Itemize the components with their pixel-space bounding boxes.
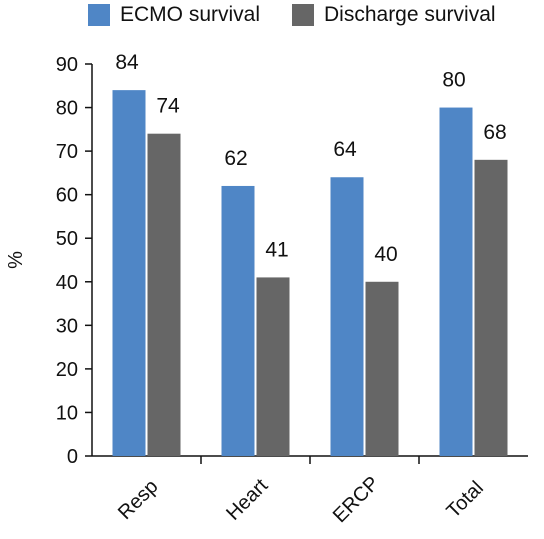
bar-discharge-survival-total: [474, 159, 508, 457]
bar-ecmo-survival-heart: [221, 185, 255, 456]
legend-label-discharge-survival: Discharge survival: [324, 3, 496, 26]
x-tick-label: Total: [443, 477, 488, 522]
data-label: 74: [156, 95, 180, 118]
y-tick-label: 20: [56, 359, 78, 381]
data-label: 68: [483, 121, 506, 144]
data-label: 64: [333, 138, 357, 161]
legend-label-ecmo-survival: ECMO survival: [120, 3, 261, 26]
data-label: 80: [442, 69, 465, 92]
legend-item-ecmo-survival: ECMO survival: [88, 2, 260, 28]
y-tick-label: 0: [67, 446, 78, 468]
y-tick-label: 90: [56, 54, 78, 76]
y-tick-label: 30: [56, 315, 78, 337]
legend-item-discharge-survival: Discharge survival: [292, 2, 496, 28]
bar-ecmo-survival-ercp: [330, 177, 364, 456]
y-tick-label: 70: [56, 141, 78, 163]
y-tick-label: 60: [56, 185, 78, 207]
x-tick-label: Resp: [114, 475, 163, 524]
legend-swatch-discharge-survival: [292, 4, 314, 26]
y-axis: 0 10 20 30 40 50 60 70 80 90: [56, 54, 93, 468]
y-tick-label: 50: [56, 228, 78, 250]
x-axis: Resp Heart ERCP Total: [92, 455, 528, 527]
bars: [112, 90, 508, 457]
data-label: 84: [115, 51, 139, 74]
bar-discharge-survival-ercp: [365, 281, 399, 456]
y-tick-label: 80: [56, 98, 78, 120]
data-label: 40: [374, 243, 397, 266]
legend-swatch-ecmo-survival: [88, 4, 110, 26]
y-tick-label: 10: [56, 402, 78, 424]
y-axis-label: %: [5, 251, 27, 269]
bar-ecmo-survival-total: [439, 107, 473, 457]
data-labels: 84 74 62 41 64 40 80 68: [115, 51, 506, 266]
bar-discharge-survival-heart: [256, 277, 290, 456]
x-tick-label: ERCP: [329, 472, 384, 527]
y-tick-label: 40: [56, 272, 78, 294]
bar-discharge-survival-resp: [147, 133, 181, 456]
data-label: 41: [265, 238, 288, 261]
bar-ecmo-survival-resp: [112, 90, 146, 456]
x-tick-label: Heart: [222, 474, 272, 524]
data-label: 62: [224, 147, 247, 170]
chart-legend: ECMO survival Discharge survival: [0, 0, 544, 34]
